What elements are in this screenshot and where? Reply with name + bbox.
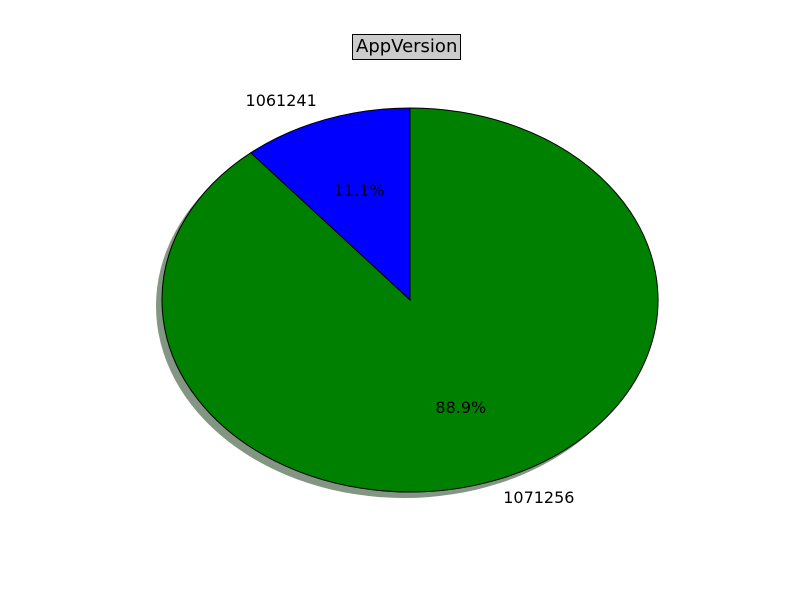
slice-label: 1071256 (503, 488, 574, 507)
slice-percent-label: 11.1% (334, 181, 385, 200)
pie-slice-1061241 (249, 107, 411, 302)
slice-percent-label: 88.9% (435, 398, 486, 417)
pie-labels: 1061241 11.1% 1071256 88.9% (246, 91, 575, 507)
pie-slice-1071256 (161, 107, 659, 493)
pie-slices (161, 107, 659, 493)
slice-label: 1061241 (246, 91, 317, 110)
chart-title: AppVersion (352, 34, 462, 60)
